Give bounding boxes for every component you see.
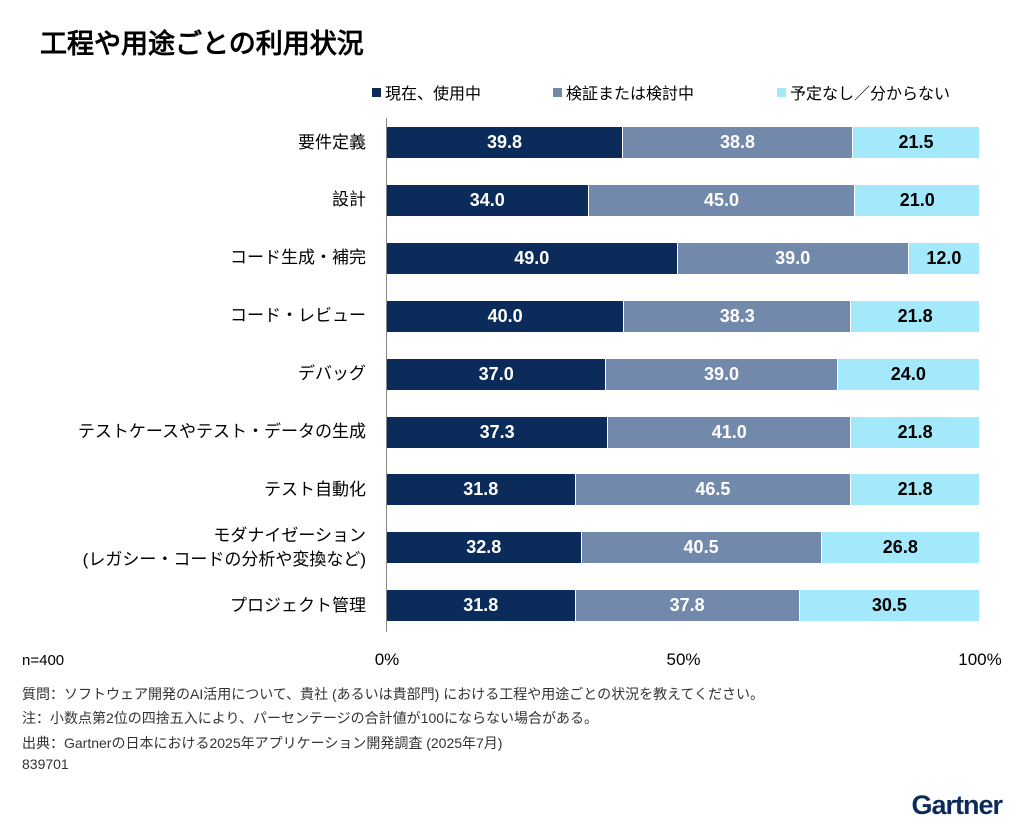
x-tick-label: 0% <box>374 650 400 669</box>
legend-label: 検証または検討中 <box>566 86 695 103</box>
bar-segment: 37.8 <box>575 590 800 622</box>
category-label: コード・レビュー <box>230 306 366 326</box>
bar-segment: 37.0 <box>387 358 607 390</box>
bar-segment: 21.8 <box>851 416 980 448</box>
x-tick-label: 100% <box>958 650 1002 669</box>
chart-id: 839701 <box>22 756 69 772</box>
bar-segment: 21.5 <box>853 127 980 158</box>
category-label: 要件定義 <box>298 132 366 152</box>
bar-segment: 45.0 <box>588 184 856 216</box>
bar-segment: 39.8 <box>387 127 623 158</box>
legend-swatch <box>372 87 381 97</box>
y-axis-line <box>386 118 387 632</box>
legend-swatch <box>553 87 562 97</box>
bar-segment: 40.5 <box>581 532 822 564</box>
bar-segment: 21.8 <box>851 474 980 506</box>
x-tick-label: 50% <box>666 650 701 669</box>
legend-swatch <box>777 87 786 97</box>
bar-segment: 38.8 <box>623 127 854 158</box>
legend-label: 現在、使用中 <box>385 86 482 103</box>
bar-segment: 39.0 <box>677 242 909 274</box>
bar-segment: 37.3 <box>387 416 609 448</box>
source-note: 出典：Gartnerの日本における2025年アプリケーション開発調査 (2025… <box>22 735 503 751</box>
legend-item: 予定なし／分からない <box>777 80 950 104</box>
category-label: テストケースやテスト・データの生成 <box>77 422 366 441</box>
bar-segment: 21.8 <box>851 300 980 332</box>
bar-segment: 21.0 <box>855 184 980 216</box>
category-label: モダナイゼーション (レガシー・コードの分析や変換など) <box>82 525 366 569</box>
bar-segment: 38.3 <box>624 300 852 332</box>
bar-segment: 12.0 <box>908 242 980 274</box>
question-note: 質問：ソフトウェア開発のAI活用について、貴社 (あるいは貴部門) における工程… <box>22 686 764 702</box>
bar-segment: 49.0 <box>387 242 678 274</box>
legend-label: 予定なし／分からない <box>790 86 951 103</box>
rounding-note: 注：小数点第2位の四捨五入により、パーセンテージの合計値が100にならない場合が… <box>22 710 599 726</box>
sample-size: n=400 <box>22 652 65 669</box>
category-label: プロジェクト管理 <box>230 595 366 615</box>
bar-segment: 34.0 <box>387 184 589 216</box>
legend-item: 現在、使用中 <box>372 80 481 104</box>
chart-title: 工程や用途ごとの利用状況 <box>40 29 364 59</box>
bar-segment: 31.8 <box>387 590 576 622</box>
gartner-logo: Gartner <box>911 790 1003 820</box>
bar-segment: 32.8 <box>387 532 582 564</box>
category-label: テスト自動化 <box>264 479 366 499</box>
legend-item: 検証または検討中 <box>553 80 694 104</box>
bar-segment: 30.5 <box>799 590 980 622</box>
bar-segment: 24.0 <box>837 358 980 390</box>
category-label: デバッグ <box>298 364 366 384</box>
bar-segment: 39.0 <box>606 358 838 390</box>
bar-segment: 31.8 <box>387 474 576 506</box>
bar-segment: 46.5 <box>575 474 852 506</box>
bar-segment: 41.0 <box>608 416 852 448</box>
bar-segment: 40.0 <box>387 300 625 332</box>
category-label: 設計 <box>332 190 366 210</box>
bar-segment: 26.8 <box>821 532 980 564</box>
category-label: コード生成・補完 <box>230 248 366 268</box>
